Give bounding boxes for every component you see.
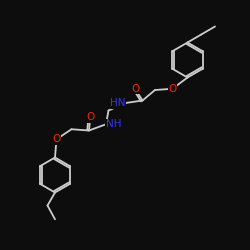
Text: HN: HN [110,98,126,108]
Text: O: O [52,134,61,144]
Text: O: O [131,84,139,94]
Text: O: O [86,112,94,122]
Text: O: O [168,84,176,94]
Text: NH: NH [106,119,122,129]
